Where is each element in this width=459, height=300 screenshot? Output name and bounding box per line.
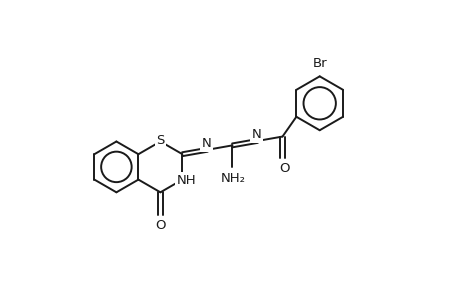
Text: NH: NH	[176, 174, 196, 187]
Text: N: N	[202, 137, 211, 150]
Text: NH₂: NH₂	[220, 172, 245, 184]
Text: Br: Br	[313, 57, 327, 70]
Text: S: S	[156, 134, 164, 147]
Text: O: O	[155, 219, 165, 232]
Text: O: O	[279, 162, 290, 175]
Text: N: N	[251, 128, 261, 141]
